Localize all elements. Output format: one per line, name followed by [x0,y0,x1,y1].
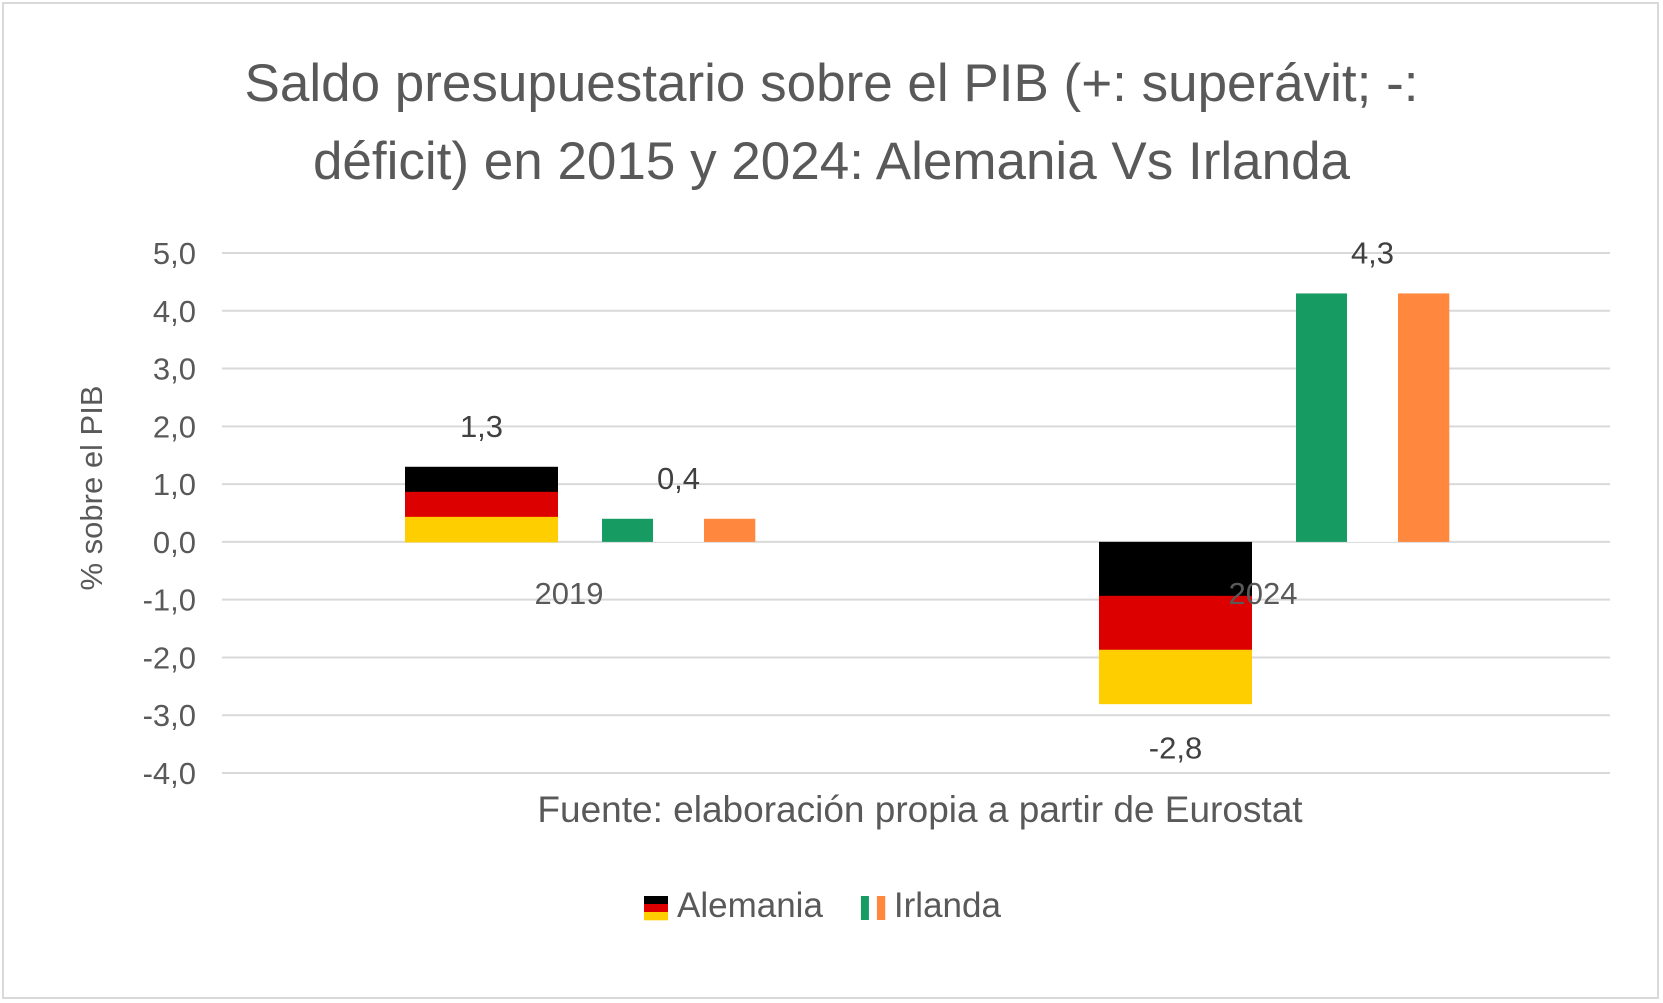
bar-stripe [602,518,654,542]
bar-stripe [653,518,705,542]
y-axis-title: % sobre el PIB [74,385,109,590]
y-tick-label: 4,0 [153,294,196,329]
legend-swatch [868,896,878,920]
y-tick-label: -3,0 [143,698,196,733]
bar-stripe [1296,293,1348,542]
legend-label: Alemania [677,886,823,925]
bar-stripe [1099,649,1252,705]
y-tick-label: 1,0 [153,467,196,502]
data-label: 0,4 [657,461,700,496]
bar-stripe [704,518,756,542]
y-tick-label: 5,0 [153,236,196,271]
bar-stripe [1099,541,1252,597]
y-tick-label: -1,0 [143,583,196,618]
y-tick-label: 0,0 [153,525,196,560]
legend-label: Irlanda [894,886,1002,925]
legend-swatch [860,896,870,920]
bar-stripe [405,516,558,543]
bar-stripe [405,491,558,518]
bar-irlanda-2024 [1296,293,1450,542]
data-label: 1,3 [460,409,503,444]
x-category-label: 2019 [535,576,604,611]
legend-swatch [644,904,668,913]
legend-swatch [644,912,668,921]
bar-stripe [1347,293,1399,542]
chart-title-line-1: Saldo presupuestario sobre el PIB (+: su… [244,54,1419,113]
data-label: -2,8 [1149,731,1202,766]
legend-item-irlanda: Irlanda [860,886,1002,925]
chart-title: Saldo presupuestario sobre el PIB (+: su… [0,45,1663,201]
bar-stripe [1099,595,1252,651]
y-tick-label: 2,0 [153,409,196,444]
source-note: Fuente: elaboración propia a partir de E… [537,789,1303,830]
y-tick-label: -4,0 [143,756,196,791]
legend-swatch [644,896,668,905]
chart-title-line-2: déficit) en 2015 y 2024: Alemania Vs Irl… [312,132,1351,191]
bar-irlanda-2019 [602,518,756,542]
y-tick-label: 3,0 [153,352,196,387]
data-label: 4,3 [1351,235,1394,270]
bar-alemania-2024 [1099,541,1252,705]
y-tick-label: -2,0 [143,640,196,675]
bar-stripe [405,466,558,493]
bar-alemania-2019 [405,466,558,543]
bar-stripe [1398,293,1450,542]
legend-swatch [876,896,886,920]
legend-item-alemania: Alemania [644,886,823,925]
x-category-label: 2024 [1229,576,1298,611]
